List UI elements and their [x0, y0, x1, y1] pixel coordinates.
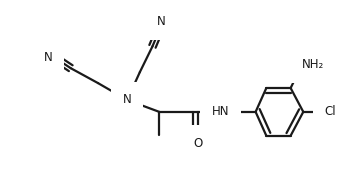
Text: HN: HN — [212, 105, 230, 118]
Text: O: O — [194, 137, 203, 150]
Text: N: N — [123, 93, 131, 106]
Text: N: N — [157, 15, 166, 28]
Text: N: N — [44, 51, 52, 64]
Text: NH₂: NH₂ — [302, 58, 324, 71]
Text: Cl: Cl — [325, 105, 336, 118]
